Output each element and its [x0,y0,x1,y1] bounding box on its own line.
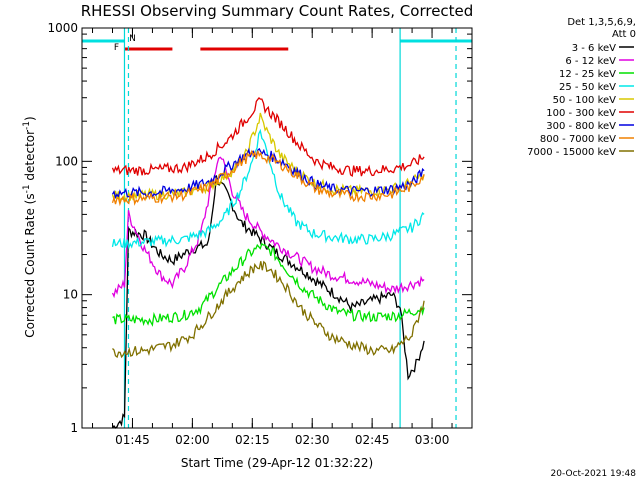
plot-frame [81,27,473,429]
y-axis-label-end: ) [23,116,37,121]
x-tick-label: 02:30 [295,433,330,447]
footer-timestamp: 20-Oct-2021 19:48 [551,469,637,479]
legend-label: 3 - 6 keV [572,43,616,54]
legend-label: 800 - 7000 keV [540,134,616,145]
series-layer [111,96,425,429]
legend-label: 6 - 12 keV [565,56,616,67]
y-tick-label: 10 [63,288,78,302]
legend-label: 50 - 100 keV [553,95,617,106]
x-axis-label: Start Time (29-Apr-12 01:32:22) [181,456,373,470]
chart-title: RHESSI Observing Summary Count Rates, Co… [81,2,474,20]
series-line-4 [111,112,425,203]
y-tick-label: 1000 [47,21,78,35]
y-axis-label-main: Corrected Count Rate (s [23,193,37,337]
legend-header: Det 1,3,5,6,9,Att 0 [567,17,636,40]
y-axis-label-mid: detector [23,130,37,185]
series-line-7 [111,149,425,207]
y-axis-label-sup2: -1 [22,121,32,130]
series-line-3 [111,128,425,251]
flag-label-F: F [114,43,119,53]
legend-label: 25 - 50 keV [559,82,616,93]
x-tick-label: 01:45 [115,433,150,447]
svg-text:Corrected Count Rate (s-1 dete: Corrected Count Rate (s-1 detector-1) [22,116,37,337]
legend-label: 12 - 25 keV [559,69,616,80]
y-tick-label: 100 [55,154,78,168]
legend-label: 100 - 300 keV [546,108,616,119]
y-tick-label: 1 [70,421,78,435]
x-tick-label: 02:45 [355,433,390,447]
flag-label-N: N [129,34,136,44]
x-tick-label: 02:00 [175,433,210,447]
y-axis-label: Corrected Count Rate (s-1 detector-1) [22,116,37,337]
series-line-0 [111,175,425,429]
flag-bars: FN [82,34,472,53]
x-tick-label: 03:00 [415,433,450,447]
y-axis-label-sup1: -1 [22,184,32,193]
series-line-5 [111,96,425,177]
series-line-2 [112,242,425,327]
series-line-8 [112,260,425,359]
legend: 3 - 6 keV 6 - 12 keV 12 - 25 keV 25 - 50 ke… [527,43,634,158]
legend-label: 300 - 800 keV [546,121,616,132]
x-tick-label: 02:15 [235,433,270,447]
legend-label: 7000 - 15000 keV [527,147,616,158]
legend-header-line: Det 1,3,5,6,9, [567,17,636,28]
legend-header-line: Att 0 [612,29,636,40]
series-line-1 [111,156,425,299]
